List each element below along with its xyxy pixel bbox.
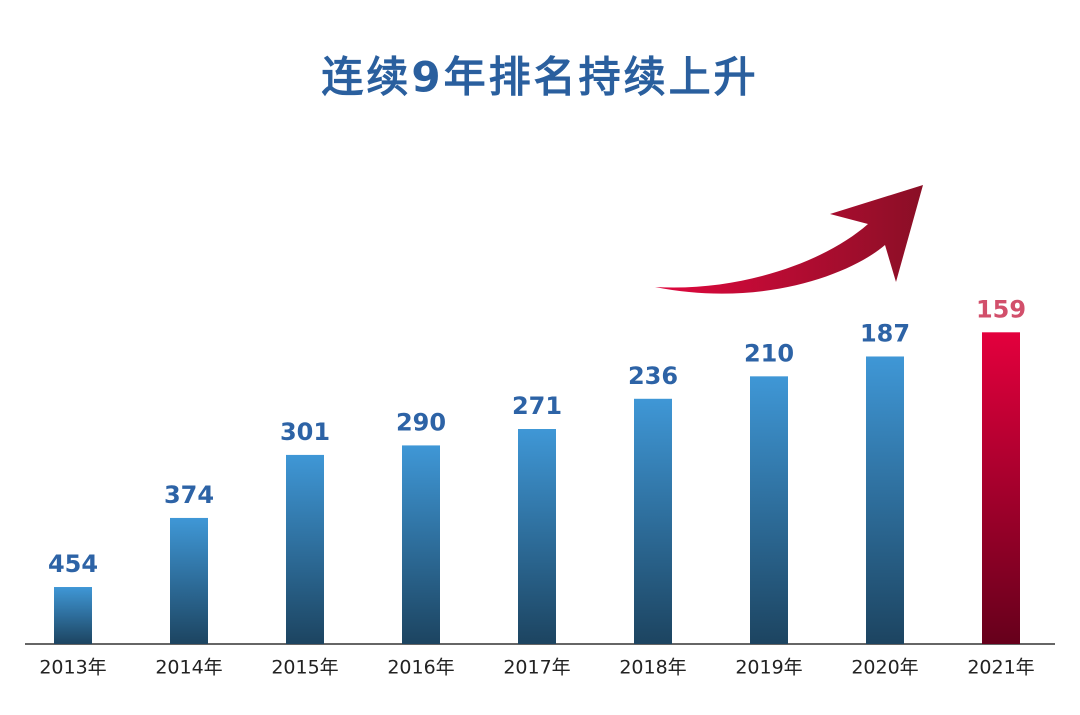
x-tick-label: 2015年 bbox=[271, 657, 338, 679]
bar-shade bbox=[518, 429, 556, 644]
bar-shade bbox=[54, 587, 92, 644]
x-tick-label: 2018年 bbox=[619, 657, 686, 679]
bar-shade bbox=[170, 517, 208, 644]
value-label: 236 bbox=[628, 362, 678, 390]
x-tick-label: 2021年 bbox=[967, 657, 1034, 679]
value-label: 187 bbox=[860, 319, 910, 347]
bar-shade bbox=[286, 454, 324, 644]
bar-shade bbox=[866, 356, 904, 644]
bar-shade bbox=[750, 376, 788, 644]
bar-shade bbox=[634, 398, 672, 644]
trend-arrow bbox=[655, 185, 923, 294]
value-label: 374 bbox=[164, 481, 214, 509]
x-tick-label: 2020年 bbox=[851, 657, 918, 679]
value-label: 454 bbox=[48, 550, 98, 578]
x-tick-label: 2014年 bbox=[155, 657, 222, 679]
value-label: 301 bbox=[280, 418, 330, 446]
x-tick-label: 2017年 bbox=[503, 657, 570, 679]
value-label: 271 bbox=[512, 392, 562, 420]
x-tick-label: 2019年 bbox=[735, 657, 802, 679]
x-tick-label: 2013年 bbox=[39, 657, 106, 679]
value-label: 159 bbox=[976, 295, 1026, 323]
value-label: 290 bbox=[396, 408, 446, 436]
x-tick-label: 2016年 bbox=[387, 657, 454, 679]
chart-title: 连续9年排名持续上升 bbox=[321, 53, 758, 102]
bar-shade bbox=[402, 445, 440, 644]
value-label: 210 bbox=[744, 339, 794, 367]
bar-shade bbox=[982, 332, 1020, 644]
